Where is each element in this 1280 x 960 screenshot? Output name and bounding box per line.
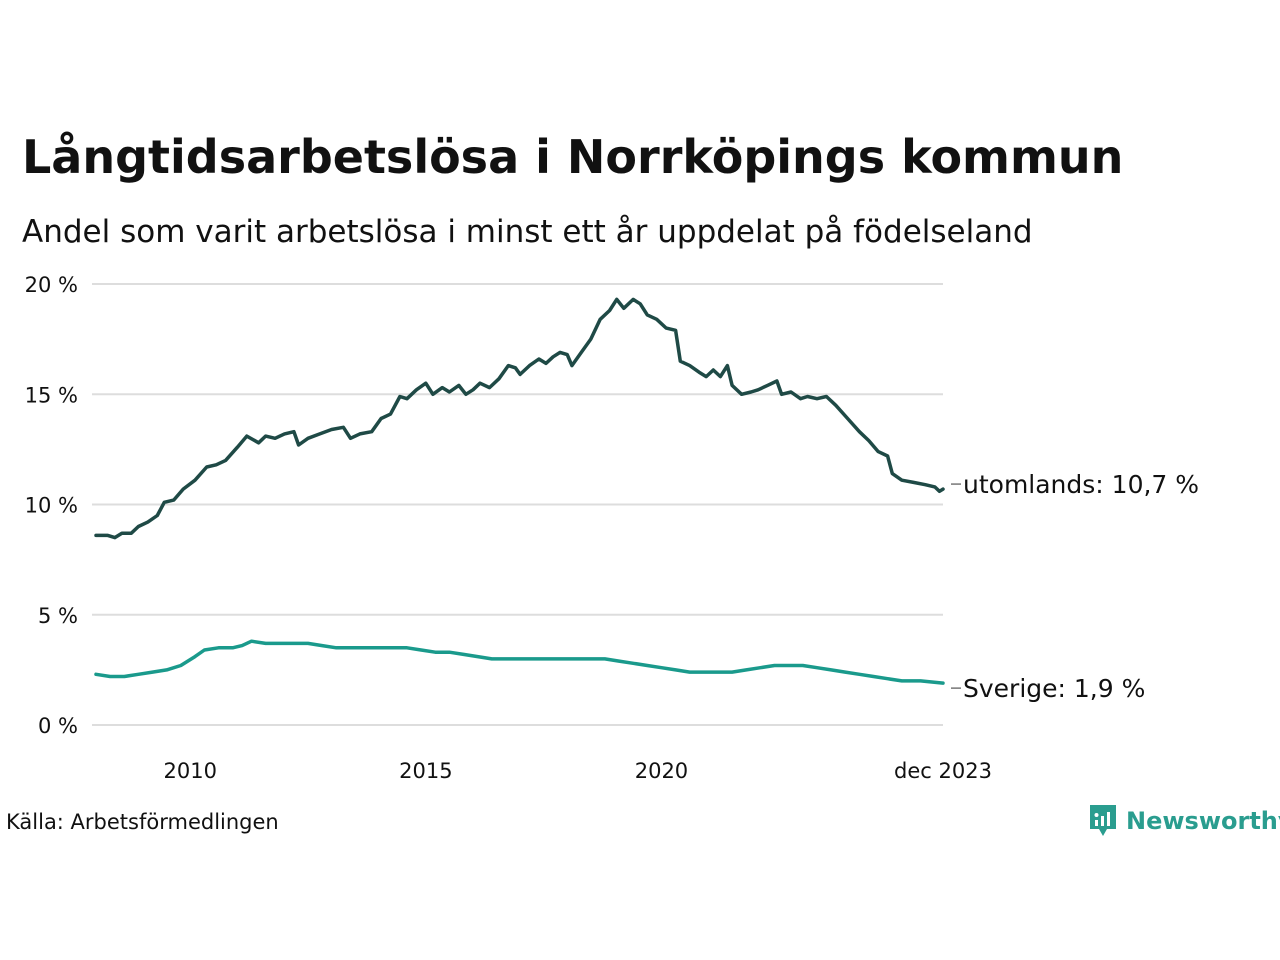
end-labels: utomlands: 10,7 % Sverige: 1,9 % <box>951 470 1199 703</box>
y-tick-label: 5 % <box>38 604 78 628</box>
end-label-sverige: Sverige: 1,9 % <box>963 674 1145 703</box>
gridlines <box>92 283 943 726</box>
x-tick-label: 2020 <box>635 759 688 783</box>
end-label-utomlands: utomlands: 10,7 % <box>963 470 1199 499</box>
newsworthy-logo-icon <box>1090 805 1116 836</box>
x-axis-ticks: 2010 2015 2020 dec 2023 <box>164 759 992 783</box>
y-tick-label: 0 % <box>38 714 78 738</box>
series-lines <box>94 297 945 685</box>
chart-title: Långtidsarbetslösa i Norrköpings kommun <box>22 130 1124 184</box>
series-line-sverige <box>94 639 945 685</box>
chart-subtitle: Andel som varit arbetslösa i minst ett å… <box>22 214 1033 250</box>
brand-name: Newsworthy <box>1126 807 1280 835</box>
x-tick-label: 2010 <box>164 759 217 783</box>
series-line-utomlands <box>94 297 945 540</box>
y-axis-ticks: 0 % 5 % 10 % 15 % 20 % <box>25 273 78 738</box>
x-tick-label: dec 2023 <box>894 759 992 783</box>
x-tick-label: 2015 <box>399 759 452 783</box>
newsworthy-brand[interactable]: Newsworthy <box>1088 803 1280 839</box>
source-note: Källa: Arbetsförmedlingen <box>6 810 279 834</box>
y-tick-label: 15 % <box>25 383 78 407</box>
y-tick-label: 20 % <box>25 273 78 297</box>
y-tick-label: 10 % <box>25 494 78 518</box>
